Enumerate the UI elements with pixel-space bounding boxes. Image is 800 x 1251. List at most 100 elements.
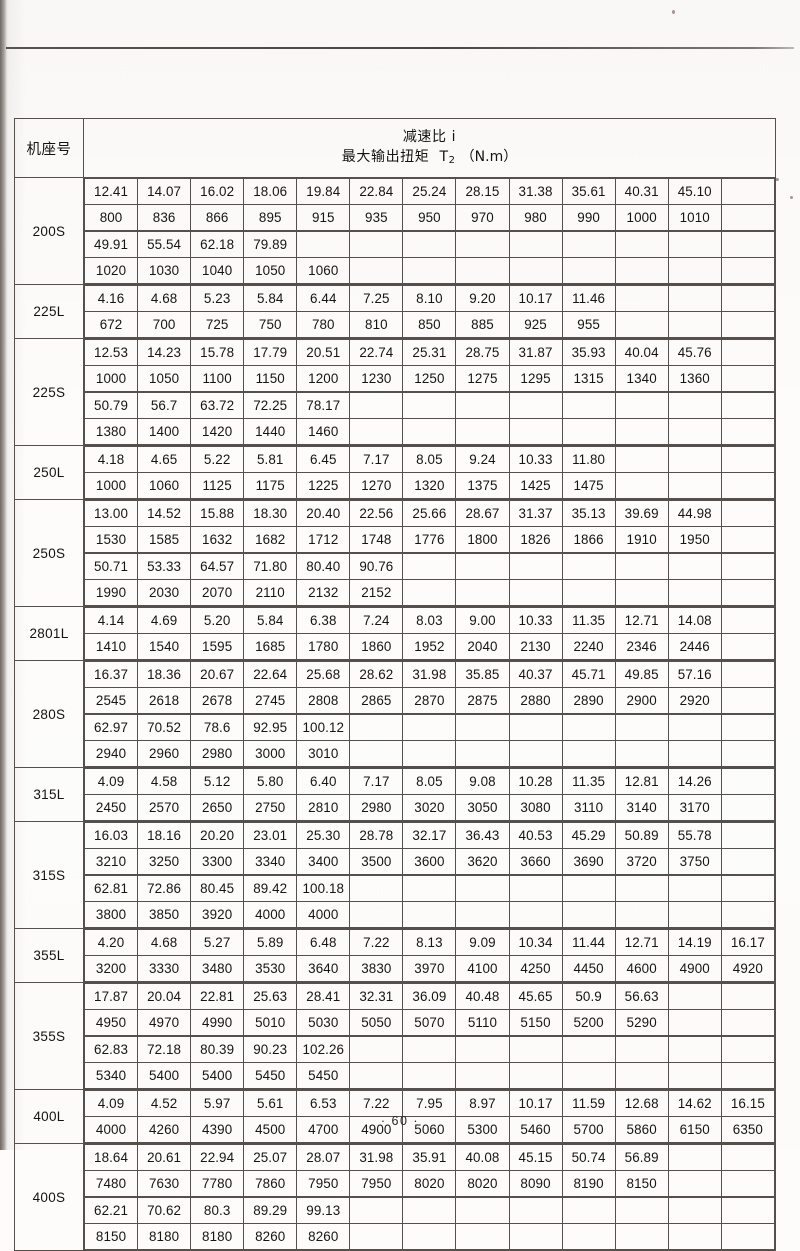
ratio-value: 6.44: [296, 285, 351, 312]
torque-value: 1952: [402, 633, 457, 660]
ratio-value: [455, 1036, 510, 1063]
torque-value: 2030: [137, 579, 192, 606]
table-row: 355L 4.20 4.68 5.27 5.89 6.48 7.22 8.13 9.09 10.3…: [14, 928, 776, 983]
ratio-torque-block-cell: 4.14 4.69 5.20 5.84 6.38 7.24 8.03 9.00 10.33 11.…: [83, 606, 776, 661]
torque-value: 990: [561, 204, 616, 231]
torque-value: 5400: [137, 1062, 192, 1089]
ratio-value: 13.00: [83, 500, 139, 527]
torque-value: 8150: [83, 1223, 139, 1250]
ratio-value: 4.16: [83, 285, 139, 312]
ratio-value: 31.98: [402, 661, 457, 688]
ratio-value: 102.26: [296, 1036, 351, 1063]
ratio-value: 6.48: [296, 929, 351, 956]
torque-value: [402, 1223, 457, 1250]
torque-value: 1475: [561, 472, 616, 499]
ratio-value: 4.68: [137, 929, 192, 956]
torque-value: [614, 579, 669, 606]
torque-value: 2110: [243, 579, 298, 606]
torque-value: [720, 1223, 776, 1250]
torque-value: 4500: [243, 1116, 298, 1143]
ratio-value: 5.12: [190, 768, 245, 795]
ratio-value: [455, 1197, 510, 1224]
torque-value: 1050: [137, 365, 192, 392]
page-number: · 60 ·: [380, 1114, 420, 1128]
ratio-value: 8.05: [402, 768, 457, 795]
ratio-value: [402, 1197, 457, 1224]
torque-value: 7630: [137, 1170, 192, 1197]
torque-value: [614, 311, 669, 338]
frame-size-cell: 400L: [14, 1089, 84, 1144]
torque-value: 5060: [402, 1116, 457, 1143]
torque-row: 8150 8180 8180 8260 8260: [83, 1223, 776, 1250]
torque-value: 3110: [561, 794, 616, 821]
ratio-value: 11.35: [561, 768, 616, 795]
ratio-value: [349, 714, 404, 741]
torque-row: 2450 2570 2650 2750 2810 2980 3020 3050 3080 3110…: [83, 794, 776, 821]
torque-value: 725: [190, 311, 245, 338]
ratio-value: 20.61: [137, 1144, 192, 1171]
torque-value: 3750: [667, 848, 722, 875]
torque-value: 2040: [455, 633, 510, 660]
torque-value: 3970: [402, 955, 457, 982]
table-row: 400S 18.64 20.61 22.94 25.07 28.07 31.98 35.91 4…: [14, 1143, 776, 1251]
torque-value: [667, 579, 722, 606]
torque-value: 3690: [561, 848, 616, 875]
ratio-row: 18.64 20.61 22.94 25.07 28.07 31.98 35.91 40.08…: [83, 1144, 776, 1171]
torque-value: 1200: [296, 365, 351, 392]
ratio-value: 5.20: [190, 607, 245, 634]
ratio-value: 5.81: [243, 446, 298, 473]
torque-value: 2865: [349, 687, 404, 714]
ratio-value: 7.22: [349, 1090, 404, 1117]
ratio-value: 50.79: [83, 392, 139, 419]
torque-value: [614, 418, 669, 445]
ratio-value: 8.13: [402, 929, 457, 956]
torque-value: [508, 257, 563, 284]
torque-row: 5340 5400 5400 5450 5450: [83, 1062, 776, 1089]
ratio-value: [720, 178, 776, 205]
table-body: 200S 12.41 14.07 16.02 18.06 19.84 22.84 25.24 2…: [14, 177, 776, 1251]
ratio-value: 7.22: [349, 929, 404, 956]
ratio-value: 11.46: [561, 285, 616, 312]
ratio-value: 71.80: [243, 553, 298, 580]
ratio-value: 35.13: [561, 500, 616, 527]
torque-value: 5460: [508, 1116, 563, 1143]
ratio-value: 36.43: [455, 822, 510, 849]
ratio-value: [667, 1197, 722, 1224]
ratio-value: 14.19: [667, 929, 722, 956]
ratio-value: 62.81: [83, 875, 139, 902]
ratio-value: 22.84: [349, 178, 404, 205]
torque-value: 2152: [349, 579, 404, 606]
ratio-value: 22.56: [349, 500, 404, 527]
torque-value: 4000: [243, 901, 298, 928]
ratio-value: 18.16: [137, 822, 192, 849]
ratio-value: 6.53: [296, 1090, 351, 1117]
table-row: 315L 4.09 4.58 5.12 5.80 6.40 7.17 8.05 9.08 10.2…: [14, 767, 776, 822]
ratio-torque-block-cell: 4.09 4.58 5.12 5.80 6.40 7.17 8.05 9.08 10.28 11.…: [83, 767, 776, 822]
ratio-value: [561, 875, 616, 902]
ratio-value: [720, 392, 776, 419]
torque-value: [720, 204, 776, 231]
ratio-value: 45.65: [508, 983, 563, 1010]
torque-value: [614, 257, 669, 284]
ratio-value: [614, 1197, 669, 1224]
torque-value: [667, 740, 722, 767]
torque-value: 2808: [296, 687, 351, 714]
torque-value: 1410: [83, 633, 139, 660]
ratio-value: 12.71: [614, 607, 669, 634]
torque-value: [349, 1062, 404, 1089]
ratio-value: [296, 231, 351, 258]
ratio-row: 4.09 4.58 5.12 5.80 6.40 7.17 8.05 9.08 10.28 11.…: [83, 768, 776, 795]
torque-value: [508, 418, 563, 445]
torque-row: 2940 2960 2980 3000 3010: [83, 740, 776, 767]
torque-value: 850: [402, 311, 457, 338]
torque-value: 1800: [455, 526, 510, 553]
ratio-value: 4.58: [137, 768, 192, 795]
ratio-value: 20.04: [137, 983, 192, 1010]
torque-value: 4920: [720, 955, 776, 982]
ratio-torque-block-cell: 18.64 20.61 22.94 25.07 28.07 31.98 35.91 40.08…: [83, 1143, 776, 1251]
ratio-value: 5.22: [190, 446, 245, 473]
torque-value: 8180: [137, 1223, 192, 1250]
torque-value: 915: [296, 204, 351, 231]
torque-row: 800 836 866 895 915 935 950 970 980 990 1000 1010: [83, 204, 776, 231]
frame-size-cell: 225S: [14, 338, 84, 446]
